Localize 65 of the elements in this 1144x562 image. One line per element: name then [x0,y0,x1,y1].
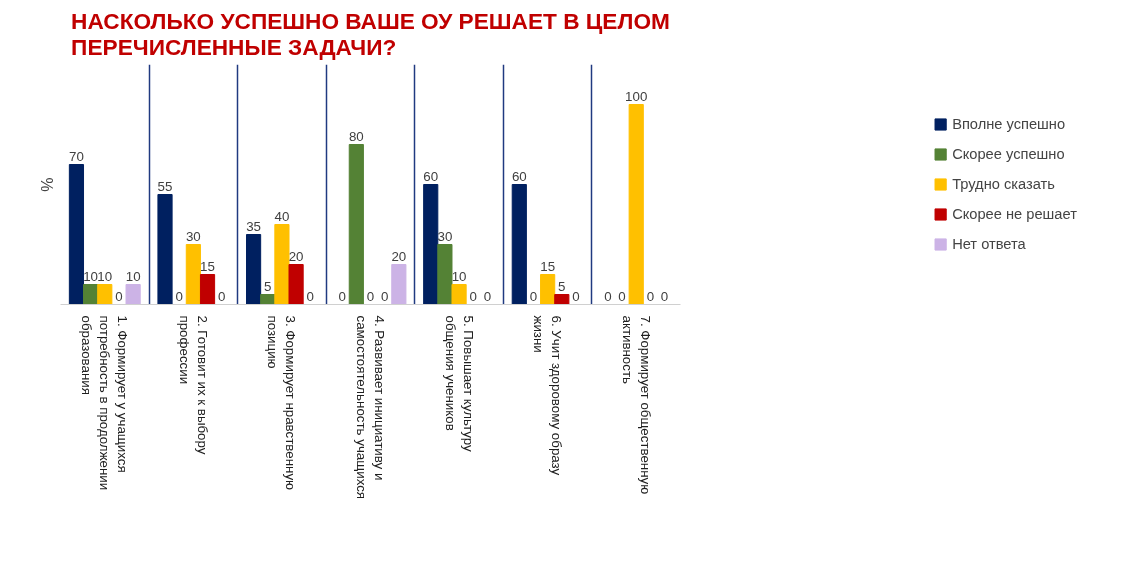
legend-label: Скорее успешно [952,146,1065,162]
data-label: 10 [97,268,113,284]
data-label: 30 [185,228,201,244]
data-label: 40 [274,208,290,224]
data-label: 0 [115,288,123,304]
bar [68,164,85,305]
x-tick-label: 6. Учит здоровому образу жизни [531,315,565,476]
data-label: 0 [660,288,669,304]
chart-title: НАСКОЛЬКО УСПЕШНО ВАШЕ ОУ РЕШАЕТ В ЦЕЛОМ ПЕРЕЧИСЛЕННЫЕ ЗАДАЧИ? [71,7,670,60]
bar [423,184,439,305]
data-label: 0 [604,288,612,304]
data-label: 0 [366,288,375,304]
data-label: 0 [338,288,346,304]
legend-label: Вполне успешно [952,116,1066,132]
bar [185,244,201,305]
bar [157,194,173,305]
legend-label: Трудно сказать [952,176,1055,192]
data-label: 0 [572,288,580,304]
data-label: 100 [625,88,648,104]
bar [554,294,570,305]
data-label: 10 [125,268,141,284]
bar [125,284,141,305]
data-label: 0 [618,288,626,304]
bar [628,104,644,305]
data-label: 5 [558,278,566,294]
data-label: 60 [511,168,527,184]
bar [97,284,113,305]
data-label: 0 [483,288,492,304]
data-label: 20 [391,248,407,264]
data-label: 15 [200,258,215,274]
data-label: 35 [246,218,261,234]
x-tick-label: 2. Готовит их к выбору профессии [176,315,210,455]
bar [199,274,216,305]
x-tick-label: 1. Формирует у учащихся потребность в продолжении образования [79,315,131,491]
bar [511,184,527,305]
bar [437,244,453,305]
bar [348,144,364,305]
data-label: 5 [264,278,272,294]
data-label: 55 [157,178,173,194]
data-label: 80 [348,128,364,144]
data-label: 60 [423,168,439,184]
bar [391,264,407,305]
bar [540,274,556,305]
data-label: 0 [217,288,226,304]
legend-label: Нет ответа [952,236,1026,252]
data-label: 10 [83,268,99,284]
data-label: 15 [540,258,556,274]
data-label: 70 [69,148,84,164]
bar [83,284,99,305]
bar [451,284,467,305]
bar [288,264,304,305]
bar [246,234,262,305]
data-label: 30 [437,228,453,244]
x-tick-label: 3. Формирует нравственную позицию [265,315,299,491]
data-label: 10 [451,268,467,284]
data-label: 0 [306,288,314,304]
data-label: 0 [380,288,389,304]
data-label: 0 [469,288,477,304]
data-label: 0 [175,288,183,304]
x-tick-label: 7. Формирует общественную активность [619,315,653,495]
data-label: 0 [529,288,538,304]
data-label: 0 [646,288,655,304]
legend-label: Скорее не решает [952,206,1077,222]
bar [274,224,290,305]
y-axis-title: % [38,177,56,192]
